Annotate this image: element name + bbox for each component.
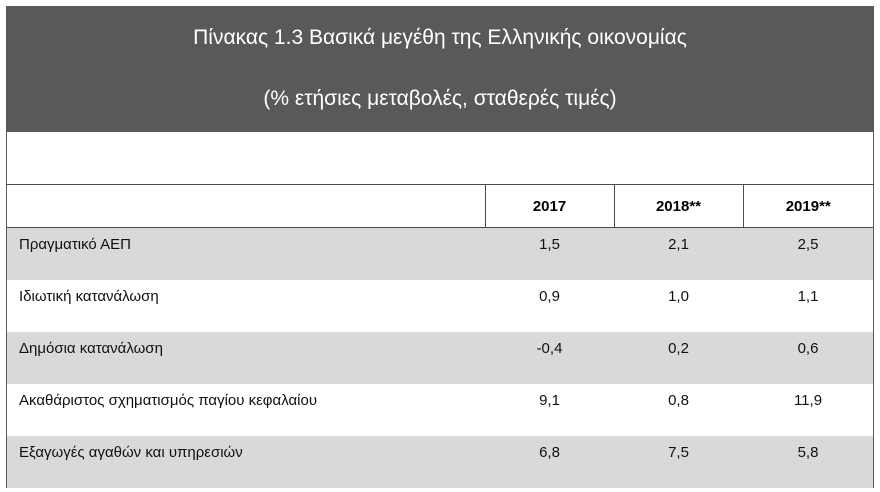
cell-value: 0,8 bbox=[614, 383, 743, 436]
column-header-2017: 2017 bbox=[484, 184, 615, 228]
cell-value: -0,4 bbox=[485, 331, 614, 384]
table-row: Εξαγωγές αγαθών και υπηρεσιών 6,8 7,5 5,… bbox=[7, 435, 873, 488]
cell-value: 0,6 bbox=[743, 331, 873, 384]
column-header-2019: 2019** bbox=[742, 184, 873, 228]
cell-value: 1,0 bbox=[614, 279, 743, 332]
header-row: 2017 2018** 2019** bbox=[7, 184, 873, 228]
cell-value: 2,1 bbox=[614, 227, 743, 280]
cell-value: 7,5 bbox=[614, 435, 743, 488]
cell-value: 1,5 bbox=[485, 227, 614, 280]
economy-table: 2017 2018** 2019** Πραγματικό ΑΕΠ 1,5 2,… bbox=[7, 184, 873, 488]
row-label: Ιδιωτική κατανάλωση bbox=[7, 279, 485, 332]
row-label: Δημόσια κατανάλωση bbox=[7, 331, 485, 384]
blank-row bbox=[7, 132, 873, 184]
row-label: Πραγματικό ΑΕΠ bbox=[7, 227, 485, 280]
table-title: Πίνακας 1.3 Βασικά μεγέθη της Ελληνικής … bbox=[193, 26, 687, 49]
table-subtitle: (% ετήσιες μεταβολές, σταθερές τιμές) bbox=[263, 87, 617, 110]
table-frame: Πίνακας 1.3 Βασικά μεγέθη της Ελληνικής … bbox=[6, 6, 874, 488]
column-header-2018: 2018** bbox=[613, 184, 744, 228]
cell-value: 9,1 bbox=[485, 383, 614, 436]
table-row: Ιδιωτική κατανάλωση 0,9 1,0 1,1 bbox=[7, 279, 873, 332]
cell-value: 5,8 bbox=[743, 435, 873, 488]
row-label: Εξαγωγές αγαθών και υπηρεσιών bbox=[7, 435, 485, 488]
table-row: Ακαθάριστος σχηματισμός παγίου κεφαλαίου… bbox=[7, 383, 873, 436]
cell-value: 0,2 bbox=[614, 331, 743, 384]
cell-value: 6,8 bbox=[485, 435, 614, 488]
table-row: Πραγματικό ΑΕΠ 1,5 2,1 2,5 bbox=[7, 227, 873, 280]
column-header-label bbox=[7, 184, 486, 228]
cell-value: 11,9 bbox=[743, 383, 873, 436]
row-label: Ακαθάριστος σχηματισμός παγίου κεφαλαίου bbox=[7, 383, 485, 436]
table-row: Δημόσια κατανάλωση -0,4 0,2 0,6 bbox=[7, 331, 873, 384]
table-title-block: Πίνακας 1.3 Βασικά μεγέθη της Ελληνικής … bbox=[7, 7, 873, 132]
cell-value: 1,1 bbox=[743, 279, 873, 332]
cell-value: 2,5 bbox=[743, 227, 873, 280]
cell-value: 0,9 bbox=[485, 279, 614, 332]
